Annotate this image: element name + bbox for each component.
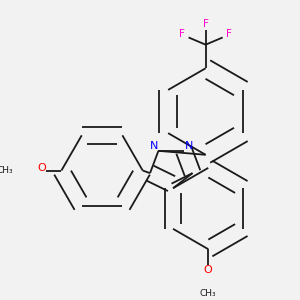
Text: CH₃: CH₃ <box>0 166 13 175</box>
Text: CH₃: CH₃ <box>200 289 217 298</box>
Text: N: N <box>184 141 193 151</box>
Text: F: F <box>226 29 232 39</box>
Text: O: O <box>37 164 46 173</box>
Text: N: N <box>149 141 158 151</box>
Text: F: F <box>203 20 208 29</box>
Text: F: F <box>179 29 185 39</box>
Text: O: O <box>204 265 213 275</box>
